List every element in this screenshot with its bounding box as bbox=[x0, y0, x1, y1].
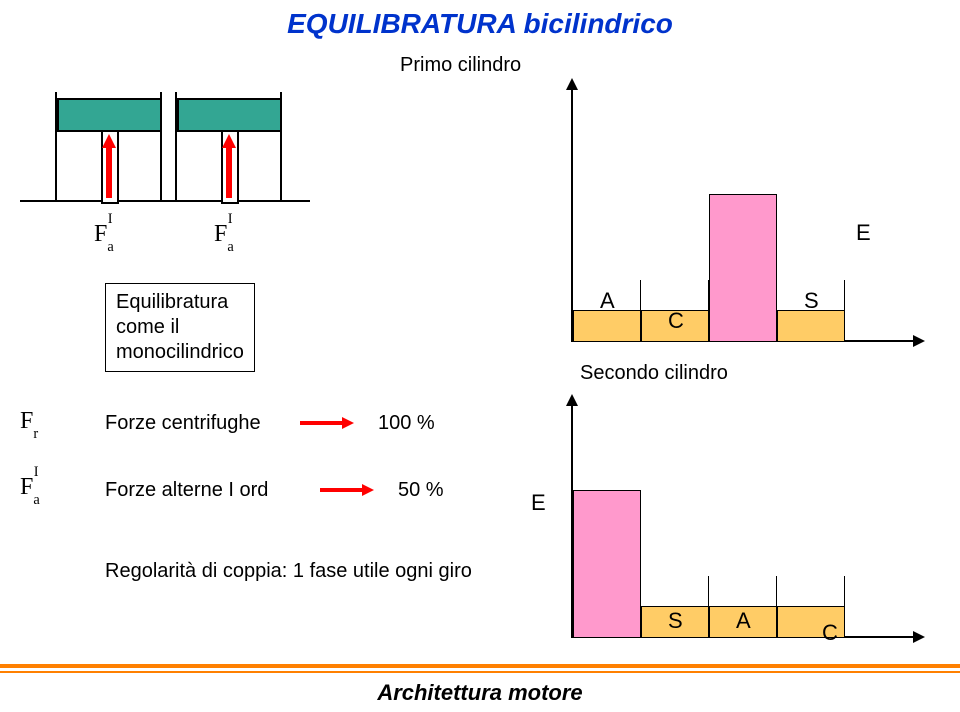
formula-fa1-sup: I bbox=[108, 211, 113, 227]
bot-A-label: A bbox=[736, 608, 751, 634]
legend-row1-value: 100 % bbox=[378, 412, 435, 435]
bot-xaxis-head bbox=[913, 631, 925, 643]
top-xaxis-head bbox=[913, 335, 925, 347]
bot-C-label: C bbox=[822, 620, 838, 646]
bot-S-label: S bbox=[668, 608, 683, 634]
footer-bar-thin bbox=[0, 671, 960, 673]
formula-fa2-sup: I bbox=[228, 211, 233, 227]
bot-E-label: E bbox=[531, 490, 546, 516]
piston-head-1 bbox=[57, 98, 162, 132]
secondo-cilindro-label: Secondo cilindro bbox=[580, 362, 728, 385]
bot-Etall-block bbox=[573, 490, 641, 638]
piston-head-2 bbox=[177, 98, 282, 132]
top-E-label: E bbox=[856, 220, 871, 246]
top-Etall-block bbox=[709, 194, 777, 342]
footer-bar-thick bbox=[0, 664, 960, 668]
top-S-label: S bbox=[804, 288, 819, 314]
footer-text: Architettura motore bbox=[0, 680, 960, 706]
top-A-label: A bbox=[600, 288, 615, 314]
top-yaxis bbox=[571, 88, 573, 340]
legend-arrow1-line bbox=[300, 421, 342, 425]
info-box: Equilibratura come il monocilindrico bbox=[105, 283, 255, 372]
formula-fa2-sub: a bbox=[227, 239, 233, 255]
top-A-block bbox=[573, 310, 641, 342]
page-title: EQUILIBRATURA bicilindrico bbox=[0, 8, 960, 40]
formula-fr-sub: r bbox=[33, 426, 38, 442]
formula-fa1: FaI bbox=[94, 220, 113, 252]
formula-fr-base: F bbox=[20, 408, 33, 434]
legend-row1-label: Forze centrifughe bbox=[105, 412, 261, 435]
legend-arrow2-head bbox=[362, 484, 374, 496]
legend-arrow2-line bbox=[320, 488, 362, 492]
formula-fr: Fr bbox=[20, 408, 38, 439]
legend-row2-label: Forze alterne I ord bbox=[105, 479, 268, 502]
formula-fa1-base: F bbox=[94, 221, 107, 247]
legend-arrow1-head bbox=[342, 417, 354, 429]
formula-fai-sub: a bbox=[33, 492, 39, 508]
formula-fa2-base: F bbox=[214, 221, 227, 247]
arrow-shaft-1 bbox=[106, 146, 112, 198]
formula-fa1-sub: a bbox=[107, 239, 113, 255]
formula-fai-base: F bbox=[20, 474, 33, 500]
legend-row2-value: 50 % bbox=[398, 479, 444, 502]
arrow-shaft-2 bbox=[226, 146, 232, 198]
primo-cilindro-label: Primo cilindro bbox=[400, 54, 521, 77]
info-line2: come il bbox=[116, 315, 244, 340]
regolarita-text: Regolarità di coppia: 1 fase utile ogni … bbox=[105, 560, 472, 583]
formula-fa2: FaI bbox=[214, 220, 233, 252]
top-S-block bbox=[777, 310, 845, 342]
baseline-left bbox=[20, 200, 310, 202]
top-C-label: C bbox=[668, 308, 684, 334]
formula-fai: FaI bbox=[20, 473, 39, 505]
formula-fai-sup: I bbox=[34, 464, 39, 480]
info-line1: Equilibratura bbox=[116, 290, 244, 315]
info-line3: monocilindrico bbox=[116, 340, 244, 365]
